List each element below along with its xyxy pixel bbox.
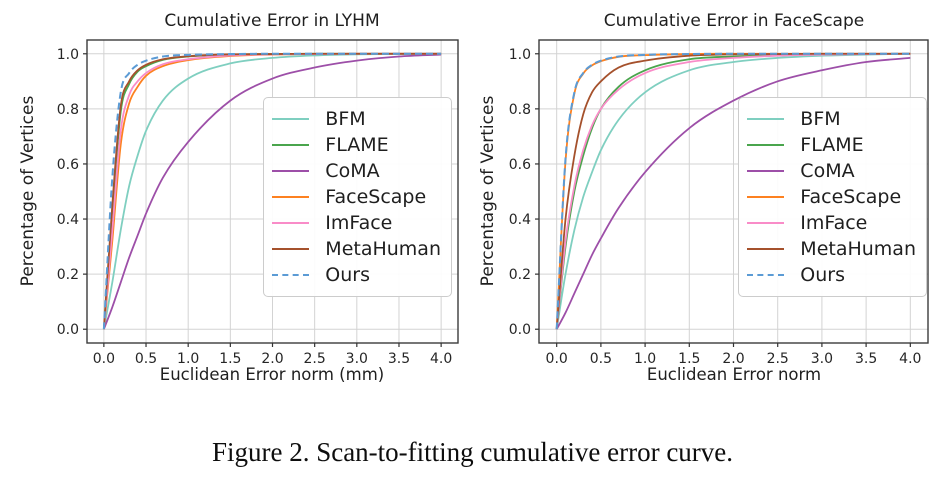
legend-swatch-imface — [272, 221, 310, 225]
y-tick-label: 1.0 — [509, 47, 531, 63]
x-tick-label: 3.0 — [346, 351, 368, 367]
legend-label-coma: CoMA — [325, 159, 380, 182]
x-tick-label: 3.0 — [811, 351, 833, 367]
legend-swatch-bfm — [272, 117, 310, 121]
tick-marks — [535, 53, 911, 347]
y-tick-label: 0.4 — [57, 212, 79, 228]
legend-swatch-ours — [272, 274, 310, 276]
legend-item-flame: FLAME — [747, 132, 916, 158]
x-tick-label: 1.0 — [634, 351, 656, 367]
tick-labels: 0.0 0.5 1.0 1.5 2.0 2.5 3.0 3.5 4.0 0.0 0.2 0.4 0.6 0… — [509, 47, 922, 367]
legend-swatch-metahuman — [272, 247, 310, 251]
legend-facescape: BFM FLAME CoMA FaceScape ImFace MetaHuman Ours — [738, 97, 927, 297]
x-tick-label: 0.0 — [546, 351, 568, 367]
y-tick-label: 0.6 — [509, 157, 531, 173]
legend-label-imface: ImFace — [800, 211, 868, 234]
legend-label-ours: Ours — [800, 263, 846, 286]
legend-item-bfm: BFM — [272, 106, 441, 132]
x-tick-label: 1.5 — [678, 351, 700, 367]
legend-label-metahuman: MetaHuman — [800, 237, 916, 260]
x-tick-label: 1.5 — [219, 351, 241, 367]
x-tick-label: 2.5 — [304, 351, 326, 367]
y-tick-label: 0.2 — [57, 267, 79, 283]
y-tick-label: 0.0 — [57, 322, 79, 338]
legend-swatch-flame — [747, 143, 785, 147]
legend-item-imface: ImFace — [272, 210, 441, 236]
x-tick-label: 4.0 — [899, 351, 921, 367]
legend-swatch-flame — [272, 143, 310, 147]
figure-caption: Figure 2. Scan-to-fitting cumulative err… — [211, 437, 734, 467]
legend-label-flame: FLAME — [325, 133, 389, 156]
legend-swatch-bfm — [747, 117, 785, 121]
x-tick-label: 2.0 — [261, 351, 283, 367]
x-tick-label: 0.5 — [135, 351, 157, 367]
legend-item-metahuman: MetaHuman — [747, 236, 916, 262]
series-line-bfm — [555, 52, 911, 330]
legend-label-coma: CoMA — [800, 159, 855, 182]
legend-swatch-metahuman — [747, 247, 785, 251]
x-tick-label: 0.0 — [93, 351, 115, 367]
legend-item-ours: Ours — [747, 262, 916, 288]
x-tick-label: 2.0 — [722, 351, 744, 367]
series-line-coma — [555, 57, 911, 330]
x-axis-label: Euclidean Error norm (mm) — [159, 365, 385, 384]
legend-label-imface: ImFace — [325, 211, 393, 234]
legend-label-bfm: BFM — [800, 107, 841, 130]
y-tick-label: 0.2 — [509, 267, 531, 283]
x-tick-label: 0.5 — [590, 351, 612, 367]
legend-label-metahuman: MetaHuman — [325, 237, 441, 260]
chart-title-facescape: Cumulative Error in FaceScape — [603, 11, 865, 31]
series-line-metahuman — [102, 52, 442, 330]
series-line-ours — [555, 52, 911, 330]
legend-label-flame: FLAME — [800, 133, 864, 156]
series-line-coma — [103, 53, 442, 330]
y-tick-label: 0.6 — [57, 157, 79, 173]
legend-swatch-facescape — [747, 195, 785, 199]
chart-title-lyhm: Cumulative Error in LYHM — [164, 11, 380, 31]
x-tick-label: 1.0 — [177, 351, 199, 367]
y-tick-label: 0.4 — [509, 212, 531, 228]
legend-item-metahuman: MetaHuman — [272, 236, 441, 262]
y-tick-label: 0.8 — [57, 102, 79, 118]
legend-swatch-ours — [747, 274, 785, 276]
x-tick-label: 3.5 — [388, 351, 410, 367]
y-tick-label: 1.0 — [57, 47, 79, 63]
series-line-ours — [102, 52, 442, 330]
legend-item-coma: CoMA — [272, 158, 441, 184]
legend-item-facescape: FaceScape — [272, 184, 441, 210]
legend-item-flame: FLAME — [272, 132, 441, 158]
tick-labels: 0.0 0.5 1.0 1.5 2.0 2.5 3.0 3.5 4.0 0.0 0.2 0.4 0.6 0… — [57, 47, 453, 367]
y-tick-label: 0.0 — [509, 322, 531, 338]
legend-label-ours: Ours — [325, 263, 371, 286]
legend-item-bfm: BFM — [747, 106, 916, 132]
chart-facescape: 0.0 0.5 1.0 1.5 2.0 2.5 3.0 3.5 4.0 0.0 0.2 0.4 0.6 0… — [468, 0, 945, 405]
legend-item-facescape: FaceScape — [747, 184, 916, 210]
legend-item-coma: CoMA — [747, 158, 916, 184]
chart-lyhm: 0.0 0.5 1.0 1.5 2.0 2.5 3.0 3.5 4.0 0.0 0.2 0.4 0.6 0… — [0, 0, 465, 405]
legend-item-ours: Ours — [272, 262, 441, 288]
x-tick-label: 2.5 — [767, 351, 789, 367]
legend-label-facescape: FaceScape — [800, 185, 902, 208]
y-tick-label: 0.8 — [509, 102, 531, 118]
y-axis-label: Percentage of Vertices — [18, 95, 38, 287]
legend-swatch-facescape — [272, 195, 310, 199]
legend-item-imface: ImFace — [747, 210, 916, 236]
legend-label-bfm: BFM — [325, 107, 366, 130]
legend-swatch-imface — [747, 221, 785, 225]
legend-label-facescape: FaceScape — [325, 185, 427, 208]
x-tick-label: 3.5 — [855, 351, 877, 367]
legend-swatch-coma — [747, 169, 785, 173]
tick-marks — [83, 53, 442, 347]
x-axis-label: Euclidean Error norm — [646, 365, 822, 384]
legend-swatch-coma — [272, 169, 310, 173]
legend-lyhm: BFM FLAME CoMA FaceScape ImFace MetaHuman Ours — [263, 97, 452, 297]
x-tick-label: 4.0 — [430, 351, 452, 367]
y-axis-label: Percentage of Vertices — [478, 95, 498, 287]
